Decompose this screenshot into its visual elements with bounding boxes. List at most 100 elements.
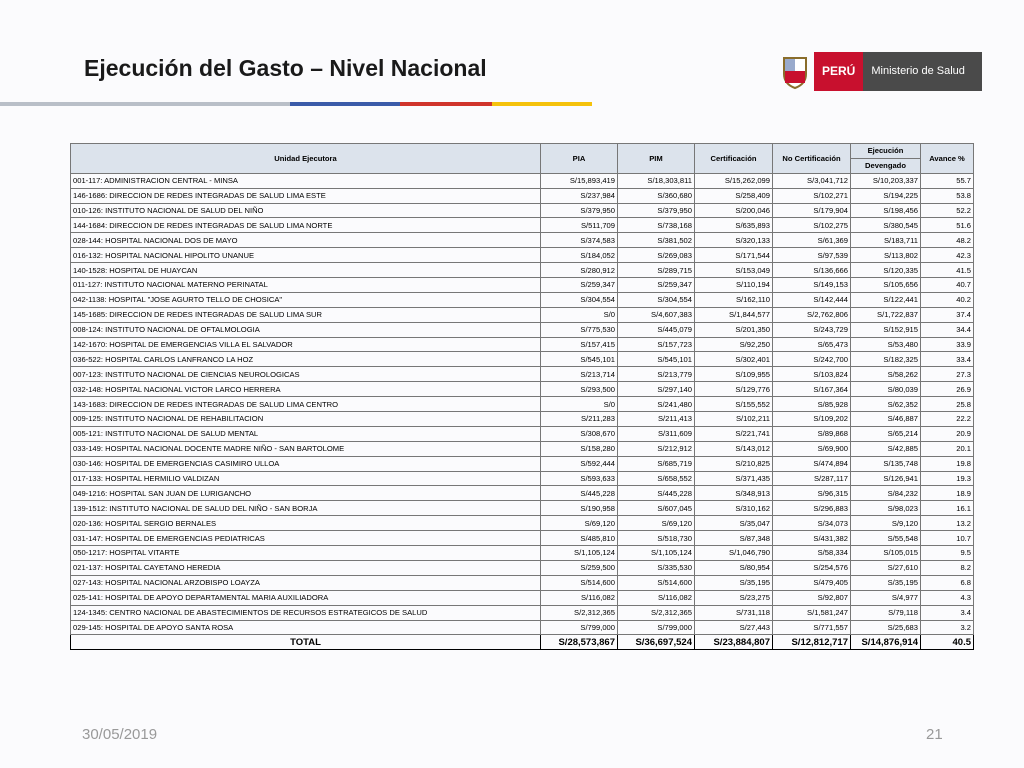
table-row: 124-1345: CENTRO NACIONAL DE ABASTECIMIE… xyxy=(70,604,974,621)
unit-cell: 016-132: HOSPITAL NACIONAL HIPOLITO UNAN… xyxy=(70,247,541,264)
amount-cell: 52.2 xyxy=(920,202,974,219)
amount-cell: S/379,950 xyxy=(540,202,618,219)
amount-cell: 26.9 xyxy=(920,381,974,398)
table-row: 021-137: HOSPITAL CAYETANO HEREDIA S/259,… xyxy=(70,559,974,576)
unit-cell: 030-146: HOSPITAL DE EMERGENCIAS CASIMIR… xyxy=(70,455,541,472)
amount-cell: S/304,554 xyxy=(540,291,618,308)
amount-cell: S/213,714 xyxy=(540,366,618,383)
page-number: 21 xyxy=(926,726,943,743)
table-row: 145-1685: DIRECCION DE REDES INTEGRADAS … xyxy=(70,306,974,323)
amount-cell: S/445,228 xyxy=(617,485,695,502)
amount-cell: S/1,046,790 xyxy=(694,545,773,561)
amount-cell: S/308,670 xyxy=(540,425,618,442)
amount-cell: S/518,730 xyxy=(617,530,695,547)
amount-cell: S/302,401 xyxy=(694,351,773,368)
column-subheader: Devengado xyxy=(850,157,921,174)
table-row: 025-141: HOSPITAL DE APOYO DEPARTAMENTAL… xyxy=(70,589,974,606)
amount-cell: S/545,101 xyxy=(617,351,695,368)
amount-cell: S/296,883 xyxy=(772,500,851,517)
unit-cell: 011-127: INSTITUTO NACIONAL MATERNO PERI… xyxy=(70,277,541,293)
amount-cell: S/280,912 xyxy=(540,262,618,279)
amount-cell: S/183,711 xyxy=(850,232,921,249)
amount-cell: S/12,812,717 xyxy=(772,634,851,651)
amount-cell: S/35,047 xyxy=(694,515,773,532)
amount-cell: 9.5 xyxy=(920,545,974,561)
amount-cell: 53.8 xyxy=(920,187,974,204)
table-row: 009-125: INSTITUTO NACIONAL DE REHABILIT… xyxy=(70,411,974,427)
table-row: 032-148: HOSPITAL NACIONAL VICTOR LARCO … xyxy=(70,381,974,398)
amount-cell: S/157,415 xyxy=(540,336,618,353)
unit-cell: 124-1345: CENTRO NACIONAL DE ABASTECIMIE… xyxy=(70,604,541,621)
amount-cell: S/310,162 xyxy=(694,500,773,517)
table-row: 029-145: HOSPITAL DE APOYO SANTA ROSA S/7… xyxy=(70,619,974,636)
amount-cell: S/149,153 xyxy=(772,277,851,293)
column-header: Ejecución xyxy=(850,143,921,159)
amount-cell: S/105,015 xyxy=(850,545,921,561)
amount-cell: S/69,120 xyxy=(617,515,695,532)
table-row: 144-1684: DIRECCION DE REDES INTEGRADAS … xyxy=(70,217,974,234)
table-row: 139-1512: INSTITUTO NACIONAL DE SALUD DE… xyxy=(70,500,974,517)
amount-cell: 19.3 xyxy=(920,470,974,487)
amount-cell: S/25,683 xyxy=(850,619,921,636)
amount-cell: S/122,441 xyxy=(850,291,921,308)
amount-cell: S/28,573,867 xyxy=(540,634,618,651)
table-row: 001-117: ADMINISTRACION CENTRAL - MINSA S… xyxy=(70,172,974,189)
amount-cell: S/201,350 xyxy=(694,321,773,338)
amount-cell: S/53,480 xyxy=(850,336,921,353)
amount-cell: S/348,913 xyxy=(694,485,773,502)
amount-cell: S/116,082 xyxy=(540,589,618,606)
amount-cell: S/242,700 xyxy=(772,351,851,368)
amount-cell: S/258,409 xyxy=(694,187,773,204)
amount-cell: S/55,548 xyxy=(850,530,921,547)
amount-cell: S/374,583 xyxy=(540,232,618,249)
amount-cell: S/297,140 xyxy=(617,381,695,398)
amount-cell: S/65,214 xyxy=(850,425,921,442)
amount-cell: S/153,049 xyxy=(694,262,773,279)
amount-cell: 3.2 xyxy=(920,619,974,636)
amount-cell: S/69,900 xyxy=(772,440,851,457)
table-row: 050-1217: HOSPITAL VITARTE S/1,105,124 S/1… xyxy=(70,545,974,561)
amount-cell: S/69,120 xyxy=(540,515,618,532)
amount-cell: S/1,105,124 xyxy=(540,545,618,561)
logo: PERÚ Ministerio de Salud xyxy=(780,51,982,92)
amount-cell: S/1,722,837 xyxy=(850,306,921,323)
amount-cell: S/102,211 xyxy=(694,411,773,427)
amount-cell: 37.4 xyxy=(920,306,974,323)
amount-cell: S/98,023 xyxy=(850,500,921,517)
amount-cell: S/167,364 xyxy=(772,381,851,398)
amount-cell: S/320,133 xyxy=(694,232,773,249)
amount-cell: S/485,810 xyxy=(540,530,618,547)
table-row: 140-1528: HOSPITAL DE HUAYCAN S/280,912 S/… xyxy=(70,262,974,279)
amount-cell: S/1,844,577 xyxy=(694,306,773,323)
amount-cell: S/58,262 xyxy=(850,366,921,383)
amount-cell: S/110,194 xyxy=(694,277,773,293)
unit-cell: 021-137: HOSPITAL CAYETANO HEREDIA xyxy=(70,559,541,576)
amount-cell: S/87,348 xyxy=(694,530,773,547)
amount-cell: S/243,729 xyxy=(772,321,851,338)
logo-ministry: Ministerio de Salud xyxy=(863,52,982,91)
amount-cell: S/182,325 xyxy=(850,351,921,368)
amount-cell: S/738,168 xyxy=(617,217,695,234)
amount-cell: S/211,413 xyxy=(617,411,695,427)
amount-cell: 51.6 xyxy=(920,217,974,234)
amount-cell: S/287,117 xyxy=(772,470,851,487)
amount-cell: 16.1 xyxy=(920,500,974,517)
amount-cell: S/42,885 xyxy=(850,440,921,457)
amount-cell: S/731,118 xyxy=(694,604,773,621)
logo-peru: PERÚ xyxy=(814,52,864,91)
amount-cell: S/335,530 xyxy=(617,559,695,576)
amount-cell: S/474,894 xyxy=(772,455,851,472)
table-row: 008-124: INSTITUTO NACIONAL DE OFTALMOLO… xyxy=(70,321,974,338)
amount-cell: S/3,041,712 xyxy=(772,172,851,189)
unit-cell: 007-123: INSTITUTO NACIONAL DE CIENCIAS … xyxy=(70,366,541,383)
unit-cell: 140-1528: HOSPITAL DE HUAYCAN xyxy=(70,262,541,279)
amount-cell: S/592,444 xyxy=(540,455,618,472)
unit-cell: 050-1217: HOSPITAL VITARTE xyxy=(70,545,541,561)
amount-cell: S/237,984 xyxy=(540,187,618,204)
table-row: 007-123: INSTITUTO NACIONAL DE CIENCIAS … xyxy=(70,366,974,383)
amount-cell: 40.2 xyxy=(920,291,974,308)
amount-cell: S/58,334 xyxy=(772,545,851,561)
amount-cell: S/184,052 xyxy=(540,247,618,264)
unit-cell: 029-145: HOSPITAL DE APOYO SANTA ROSA xyxy=(70,619,541,636)
column-header: Avance % xyxy=(920,143,974,174)
